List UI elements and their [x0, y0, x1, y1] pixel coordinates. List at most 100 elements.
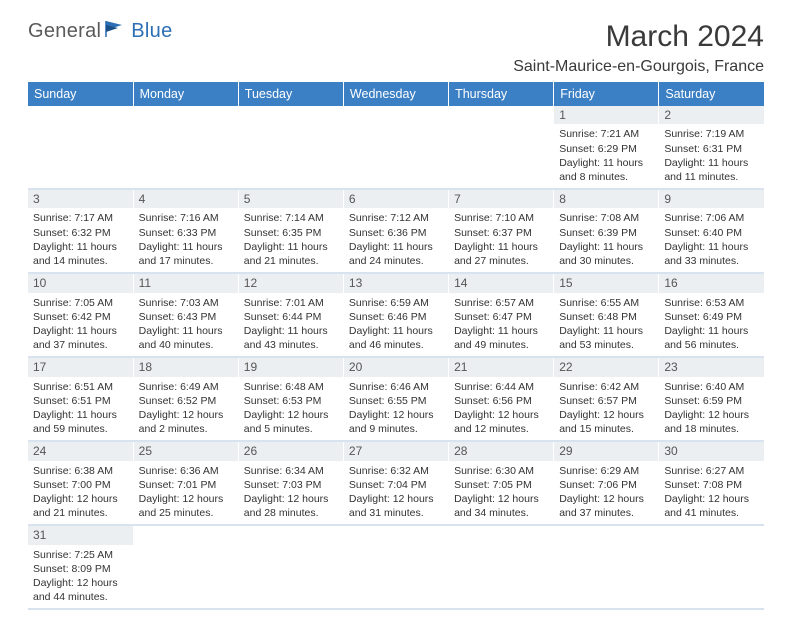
calendar-page: General Blue March 2024 Saint-Maurice-en… — [0, 0, 792, 630]
sunrise-line: Sunrise: 6:46 AM — [349, 380, 443, 394]
day-number: 13 — [344, 274, 448, 292]
sunset-line: Sunset: 6:52 PM — [139, 394, 233, 408]
daylight-line: Daylight: 12 hours and 28 minutes. — [244, 492, 338, 520]
day-details: Sunrise: 6:30 AMSunset: 7:05 PMDaylight:… — [449, 461, 553, 525]
calendar-day-cell: .. — [343, 106, 448, 189]
day-details: Sunrise: 7:06 AMSunset: 6:40 PMDaylight:… — [659, 208, 764, 272]
daylight-line: Daylight: 12 hours and 2 minutes. — [139, 408, 233, 436]
day-number: 2 — [659, 106, 764, 124]
calendar-day-cell: .. — [449, 525, 554, 609]
sunrise-line: Sunrise: 6:32 AM — [349, 464, 443, 478]
daylight-line: Daylight: 11 hours and 46 minutes. — [349, 324, 443, 352]
daylight-line: Daylight: 12 hours and 37 minutes. — [559, 492, 653, 520]
sunrise-line: Sunrise: 6:36 AM — [139, 464, 233, 478]
calendar-day-cell: 17Sunrise: 6:51 AMSunset: 6:51 PMDayligh… — [28, 357, 133, 441]
flag-icon — [105, 20, 127, 43]
day-number: 27 — [344, 442, 448, 460]
day-details: Sunrise: 6:57 AMSunset: 6:47 PMDaylight:… — [449, 293, 553, 357]
day-number: 21 — [449, 358, 553, 376]
day-details: Sunrise: 6:40 AMSunset: 6:59 PMDaylight:… — [659, 377, 764, 441]
sunrise-line: Sunrise: 6:27 AM — [664, 464, 759, 478]
weekday-header: Tuesday — [238, 82, 343, 106]
sunset-line: Sunset: 8:09 PM — [33, 562, 128, 576]
daylight-line: Daylight: 11 hours and 53 minutes. — [559, 324, 653, 352]
sunset-line: Sunset: 6:47 PM — [454, 310, 548, 324]
day-details: Sunrise: 6:42 AMSunset: 6:57 PMDaylight:… — [554, 377, 658, 441]
day-number: 16 — [659, 274, 764, 292]
weekday-header: Wednesday — [343, 82, 448, 106]
weekday-header: Thursday — [449, 82, 554, 106]
sunset-line: Sunset: 7:08 PM — [664, 478, 759, 492]
calendar-day-cell: 21Sunrise: 6:44 AMSunset: 6:56 PMDayligh… — [449, 357, 554, 441]
day-number: 26 — [239, 442, 343, 460]
title-block: March 2024 Saint-Maurice-en-Gourgois, Fr… — [513, 20, 764, 76]
calendar-day-cell: 29Sunrise: 6:29 AMSunset: 7:06 PMDayligh… — [554, 441, 659, 525]
daylight-line: Daylight: 12 hours and 34 minutes. — [454, 492, 548, 520]
calendar-day-cell: 8Sunrise: 7:08 AMSunset: 6:39 PMDaylight… — [554, 189, 659, 273]
calendar-day-cell: 19Sunrise: 6:48 AMSunset: 6:53 PMDayligh… — [238, 357, 343, 441]
daylight-line: Daylight: 12 hours and 44 minutes. — [33, 576, 128, 604]
daylight-line: Daylight: 11 hours and 56 minutes. — [664, 324, 759, 352]
daylight-line: Daylight: 12 hours and 18 minutes. — [664, 408, 759, 436]
calendar-day-cell: 28Sunrise: 6:30 AMSunset: 7:05 PMDayligh… — [449, 441, 554, 525]
header: General Blue March 2024 Saint-Maurice-en… — [28, 20, 764, 76]
day-details: Sunrise: 6:44 AMSunset: 6:56 PMDaylight:… — [449, 377, 553, 441]
day-number: 31 — [28, 526, 133, 544]
sunset-line: Sunset: 6:29 PM — [559, 142, 653, 156]
day-number: 22 — [554, 358, 658, 376]
calendar-body: ..........1Sunrise: 7:21 AMSunset: 6:29 … — [28, 106, 764, 609]
calendar-week-row: ..........1Sunrise: 7:21 AMSunset: 6:29 … — [28, 106, 764, 189]
sunrise-line: Sunrise: 6:55 AM — [559, 296, 653, 310]
sunrise-line: Sunrise: 7:25 AM — [33, 548, 128, 562]
daylight-line: Daylight: 11 hours and 8 minutes. — [559, 156, 653, 184]
day-details: Sunrise: 6:55 AMSunset: 6:48 PMDaylight:… — [554, 293, 658, 357]
day-number: 4 — [134, 190, 238, 208]
sunrise-line: Sunrise: 6:49 AM — [139, 380, 233, 394]
sunset-line: Sunset: 6:49 PM — [664, 310, 759, 324]
day-details: Sunrise: 6:34 AMSunset: 7:03 PMDaylight:… — [239, 461, 343, 525]
sunset-line: Sunset: 6:37 PM — [454, 226, 548, 240]
daylight-line: Daylight: 12 hours and 41 minutes. — [664, 492, 759, 520]
day-details: Sunrise: 7:17 AMSunset: 6:32 PMDaylight:… — [28, 208, 133, 272]
sunset-line: Sunset: 6:56 PM — [454, 394, 548, 408]
calendar-head: SundayMondayTuesdayWednesdayThursdayFrid… — [28, 82, 764, 106]
logo: General Blue — [28, 20, 173, 43]
sunset-line: Sunset: 7:04 PM — [349, 478, 443, 492]
sunrise-line: Sunrise: 6:42 AM — [559, 380, 653, 394]
day-number: 5 — [239, 190, 343, 208]
daylight-line: Daylight: 12 hours and 15 minutes. — [559, 408, 653, 436]
sunset-line: Sunset: 6:39 PM — [559, 226, 653, 240]
day-number: 9 — [659, 190, 764, 208]
sunset-line: Sunset: 6:57 PM — [559, 394, 653, 408]
calendar-day-cell: 22Sunrise: 6:42 AMSunset: 6:57 PMDayligh… — [554, 357, 659, 441]
day-details: Sunrise: 6:59 AMSunset: 6:46 PMDaylight:… — [344, 293, 448, 357]
sunset-line: Sunset: 7:06 PM — [559, 478, 653, 492]
sunset-line: Sunset: 6:48 PM — [559, 310, 653, 324]
calendar-day-cell: .. — [133, 106, 238, 189]
day-number: 11 — [134, 274, 238, 292]
weekday-header: Sunday — [28, 82, 133, 106]
calendar-day-cell: 10Sunrise: 7:05 AMSunset: 6:42 PMDayligh… — [28, 273, 133, 357]
calendar-day-cell: .. — [449, 106, 554, 189]
calendar-day-cell: 15Sunrise: 6:55 AMSunset: 6:48 PMDayligh… — [554, 273, 659, 357]
sunset-line: Sunset: 6:42 PM — [33, 310, 128, 324]
daylight-line: Daylight: 11 hours and 11 minutes. — [664, 156, 759, 184]
calendar-day-cell: 1Sunrise: 7:21 AMSunset: 6:29 PMDaylight… — [554, 106, 659, 189]
calendar-day-cell: 14Sunrise: 6:57 AMSunset: 6:47 PMDayligh… — [449, 273, 554, 357]
calendar-week-row: 3Sunrise: 7:17 AMSunset: 6:32 PMDaylight… — [28, 189, 764, 273]
day-number: 28 — [449, 442, 553, 460]
calendar-week-row: 10Sunrise: 7:05 AMSunset: 6:42 PMDayligh… — [28, 273, 764, 357]
calendar-day-cell: .. — [133, 525, 238, 609]
sunrise-line: Sunrise: 6:30 AM — [454, 464, 548, 478]
calendar-week-row: 17Sunrise: 6:51 AMSunset: 6:51 PMDayligh… — [28, 357, 764, 441]
sunrise-line: Sunrise: 6:34 AM — [244, 464, 338, 478]
day-number: 3 — [28, 190, 133, 208]
calendar-day-cell: 25Sunrise: 6:36 AMSunset: 7:01 PMDayligh… — [133, 441, 238, 525]
calendar-day-cell: 30Sunrise: 6:27 AMSunset: 7:08 PMDayligh… — [659, 441, 764, 525]
calendar-day-cell: 16Sunrise: 6:53 AMSunset: 6:49 PMDayligh… — [659, 273, 764, 357]
calendar-day-cell: 7Sunrise: 7:10 AMSunset: 6:37 PMDaylight… — [449, 189, 554, 273]
day-number: 15 — [554, 274, 658, 292]
sunrise-line: Sunrise: 7:17 AM — [33, 211, 128, 225]
calendar-day-cell: 13Sunrise: 6:59 AMSunset: 6:46 PMDayligh… — [343, 273, 448, 357]
sunrise-line: Sunrise: 7:12 AM — [349, 211, 443, 225]
